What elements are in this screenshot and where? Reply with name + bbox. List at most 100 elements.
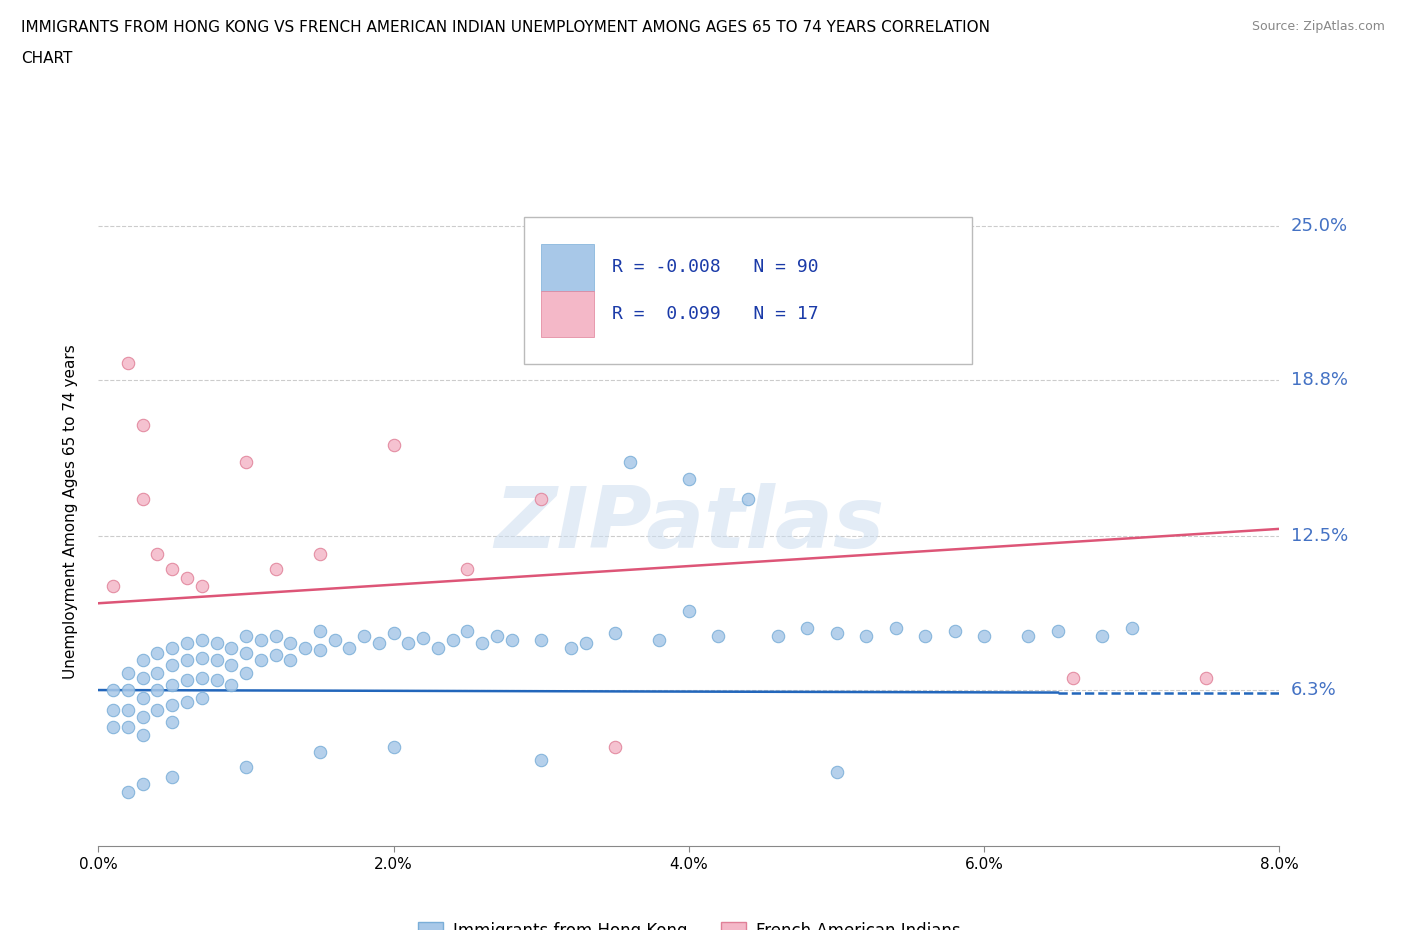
Point	[884, 620, 907, 635]
Point	[766, 628, 789, 643]
Point	[530, 633, 553, 648]
Point	[117, 355, 139, 370]
Point	[278, 635, 301, 650]
Text: ZIPatlas: ZIPatlas	[494, 484, 884, 566]
Point	[162, 769, 183, 784]
Point	[132, 690, 155, 705]
Point	[191, 578, 214, 593]
Point	[176, 672, 198, 687]
Point	[426, 641, 449, 656]
Point	[250, 653, 273, 668]
Point	[191, 671, 214, 685]
Point	[1046, 623, 1069, 638]
Point	[146, 665, 169, 680]
Point	[191, 650, 214, 665]
Point	[191, 633, 214, 648]
Point	[1017, 628, 1039, 643]
Point	[471, 635, 494, 650]
Point	[574, 635, 596, 650]
Point	[162, 715, 183, 730]
Text: R = -0.008   N = 90: R = -0.008 N = 90	[612, 259, 818, 276]
Point	[176, 653, 198, 668]
Point	[855, 628, 877, 643]
Point	[278, 653, 301, 668]
Point	[235, 628, 257, 643]
Point	[117, 665, 139, 680]
Point	[560, 641, 582, 656]
Point	[619, 455, 641, 470]
Point	[825, 764, 848, 779]
Point	[353, 628, 375, 643]
Point	[250, 633, 273, 648]
Point	[308, 546, 332, 561]
Point	[146, 683, 169, 698]
Point	[162, 698, 183, 712]
Point	[441, 633, 464, 648]
Point	[132, 710, 155, 724]
Text: Source: ZipAtlas.com: Source: ZipAtlas.com	[1251, 20, 1385, 33]
Point	[501, 633, 523, 648]
Point	[678, 472, 700, 486]
Point	[162, 641, 183, 656]
Point	[943, 623, 966, 638]
Point	[264, 561, 287, 576]
Point	[323, 633, 346, 648]
Point	[796, 620, 818, 635]
Point	[103, 720, 124, 735]
Point	[678, 604, 700, 618]
Point	[707, 628, 730, 643]
Point	[530, 752, 553, 767]
Point	[146, 702, 169, 717]
Point	[191, 690, 214, 705]
Point	[176, 635, 198, 650]
Point	[396, 635, 419, 650]
Point	[308, 643, 332, 658]
Point	[176, 695, 198, 710]
Point	[132, 492, 155, 507]
Point	[235, 665, 257, 680]
Point	[825, 626, 848, 641]
FancyBboxPatch shape	[541, 290, 595, 338]
Point	[412, 631, 434, 645]
Point	[1062, 671, 1084, 685]
Point	[146, 546, 169, 561]
Point	[294, 641, 316, 656]
Point	[117, 720, 139, 735]
Text: 6.3%: 6.3%	[1291, 681, 1336, 699]
Point	[485, 628, 508, 643]
Text: 12.5%: 12.5%	[1291, 527, 1348, 545]
Point	[308, 623, 332, 638]
Point	[337, 641, 360, 656]
Point	[264, 648, 287, 663]
Point	[162, 678, 183, 693]
Point	[308, 745, 332, 760]
Legend: Immigrants from Hong Kong, French American Indians: Immigrants from Hong Kong, French Americ…	[411, 915, 967, 930]
Point	[367, 635, 389, 650]
FancyBboxPatch shape	[523, 217, 973, 365]
Point	[117, 702, 139, 717]
Point	[205, 672, 228, 687]
Text: 18.8%: 18.8%	[1291, 371, 1347, 389]
Point	[176, 571, 198, 586]
Text: IMMIGRANTS FROM HONG KONG VS FRENCH AMERICAN INDIAN UNEMPLOYMENT AMONG AGES 65 T: IMMIGRANTS FROM HONG KONG VS FRENCH AMER…	[21, 20, 990, 35]
Point	[219, 678, 242, 693]
Point	[1194, 671, 1216, 685]
Point	[973, 628, 995, 643]
Point	[737, 492, 759, 507]
Point	[132, 653, 155, 668]
Point	[132, 671, 155, 685]
Point	[103, 578, 124, 593]
Point	[103, 683, 124, 698]
FancyBboxPatch shape	[541, 244, 595, 290]
Point	[382, 626, 405, 641]
Point	[103, 702, 124, 717]
Point	[132, 727, 155, 742]
Point	[146, 645, 169, 660]
Text: R =  0.099   N = 17: R = 0.099 N = 17	[612, 305, 818, 323]
Point	[264, 628, 287, 643]
Point	[914, 628, 936, 643]
Point	[205, 653, 228, 668]
Point	[235, 455, 257, 470]
Point	[235, 645, 257, 660]
Point	[219, 658, 242, 672]
